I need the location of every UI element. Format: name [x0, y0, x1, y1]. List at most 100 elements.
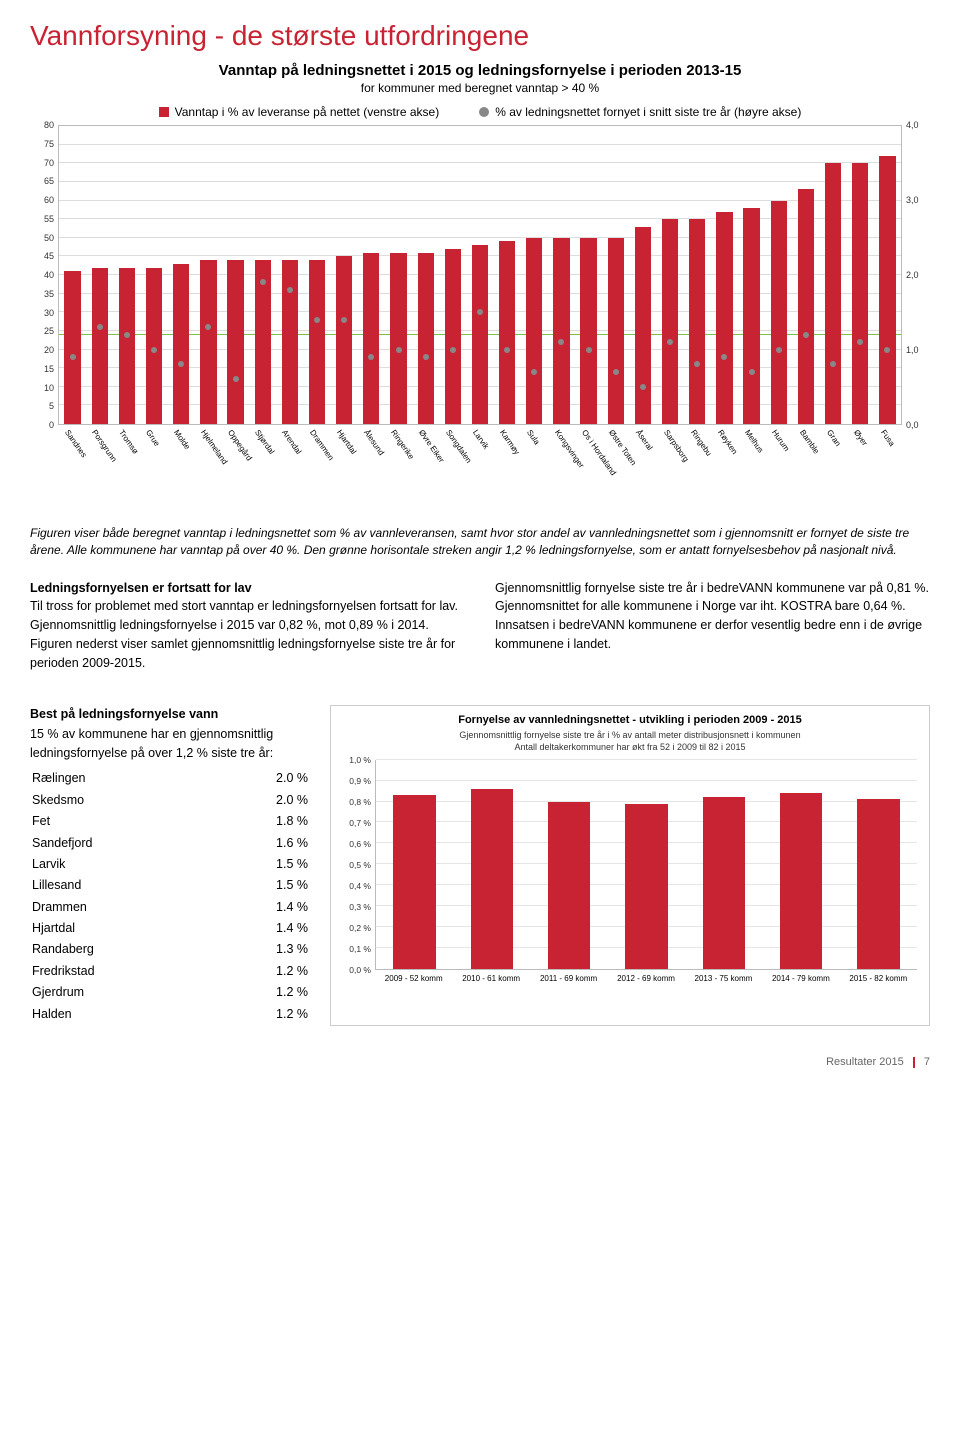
chart2-bar: [703, 797, 746, 968]
chart1-dot: [776, 347, 782, 353]
chart1-dot: [233, 376, 239, 382]
chart2-ytick: 0,2 %: [341, 923, 371, 933]
best-value: 1.8 %: [215, 812, 308, 831]
chart1-bar: [662, 219, 678, 424]
legend-bar-swatch: [159, 107, 169, 117]
chart1-dot: [830, 361, 836, 367]
chart1-bar: [689, 219, 705, 424]
best-value: 1.5 %: [215, 855, 308, 874]
footer-page: 7: [924, 1056, 930, 1068]
chart1-bar: [716, 212, 732, 424]
chart1-dot: [694, 361, 700, 367]
chart1-xlabel: Larvik: [471, 428, 491, 451]
legend-right-label: % av ledningsnettet fornyet i snitt sist…: [495, 105, 801, 119]
chart1-bar: [580, 238, 596, 424]
chart2-ytick: 0,8 %: [341, 797, 371, 807]
chart1-dot: [531, 369, 537, 375]
chart1-ytick-left: 40: [30, 270, 54, 280]
chart1-bar: [879, 156, 895, 424]
chart2-xaxis: 2009 - 52 komm2010 - 61 komm2011 - 69 ko…: [375, 970, 917, 990]
best-box: Best på ledningsfornyelse vann 15 % av k…: [30, 705, 310, 1026]
chart2-bar: [780, 793, 823, 969]
chart2-bar: [471, 789, 514, 969]
chart1-xlabel: Ringerike: [389, 428, 416, 461]
chart1-xlabel: Tromsø: [117, 428, 140, 455]
chart2-title: Fornyelse av vannledningsnettet - utvikl…: [339, 714, 921, 726]
chart1-bar: [282, 260, 298, 424]
chart2-ytick: 0,0 %: [341, 965, 371, 975]
chart1-bar: [608, 238, 624, 424]
chart1-bar: [472, 245, 488, 424]
chart1-dot: [667, 339, 673, 345]
best-name: Randaberg: [32, 940, 213, 959]
chart1-ytick-left: 25: [30, 326, 54, 336]
chart1-caption: Figuren viser både beregnet vanntap i le…: [30, 525, 930, 559]
chart1-dot: [450, 347, 456, 353]
chart1-ytick-left: 0: [30, 420, 54, 430]
chart1-ytick-left: 5: [30, 401, 54, 411]
chart2-ytick: 1,0 %: [341, 755, 371, 765]
best-row: Fet1.8 %: [32, 812, 308, 831]
chart1-xlabel: Hjartdal: [335, 428, 358, 456]
chart1-xlabel: Ålesund: [362, 428, 386, 457]
chart1-dot: [721, 354, 727, 360]
chart1-xlabel: Hurum: [770, 428, 791, 453]
chart1-bar: [798, 189, 814, 424]
best-value: 1.3 %: [215, 940, 308, 959]
legend-dot-swatch: [479, 107, 489, 117]
best-name: Skedsmo: [32, 791, 213, 810]
chart1-dot: [613, 369, 619, 375]
chart1-dot: [884, 347, 890, 353]
best-row: Fredrikstad1.2 %: [32, 962, 308, 981]
chart1-dot: [477, 309, 483, 315]
chart1-ytick-left: 75: [30, 139, 54, 149]
chart2-ytick: 0,7 %: [341, 818, 371, 828]
chart1-xlabel: Songdalen: [444, 428, 473, 465]
chart1-xlabel: Stjørdal: [253, 428, 276, 456]
best-name: Larvik: [32, 855, 213, 874]
chart1-bar: [309, 260, 325, 424]
best-value: 1.2 %: [215, 1005, 308, 1024]
best-name: Hjartdal: [32, 919, 213, 938]
chart1-dot: [640, 384, 646, 390]
title-rest: - de største utfordringene: [207, 20, 529, 51]
chart1-xlabel: Arendal: [280, 428, 303, 456]
chart1-xlabel: Åseral: [634, 428, 654, 452]
chart1-ytick-left: 15: [30, 364, 54, 374]
chart1-yaxis-left: 05101520253035404550556065707580: [30, 125, 58, 425]
chart1-ytick-left: 70: [30, 158, 54, 168]
page-footer: Resultater 2015 7: [30, 1056, 930, 1068]
chart1-bar: [445, 249, 461, 424]
legend-left-label: Vanntap i % av leveranse på nettet (vens…: [175, 105, 440, 119]
chart1-bar: [173, 264, 189, 424]
chart1-xlabel: Hjelmeland: [199, 428, 229, 466]
best-row: Randaberg1.3 %: [32, 940, 308, 959]
chart1-subtitle: Vanntap på ledningsnettet i 2015 og ledn…: [30, 62, 930, 79]
chart2-xlabel: 2009 - 52 komm: [385, 974, 443, 983]
chart1-xlabel: Oppegård: [226, 428, 254, 462]
chart2-ytick: 0,6 %: [341, 839, 371, 849]
chart1-bar: [825, 163, 841, 424]
best-intro: 15 % av kommunene har en gjennomsnittlig…: [30, 727, 273, 760]
legend-item-dots: % av ledningsnettet fornyet i snitt sist…: [479, 105, 801, 119]
chart1-xlabel: Øvre Eiker: [417, 428, 446, 464]
chart2-xlabel: 2010 - 61 komm: [462, 974, 520, 983]
chart1-bar: [119, 268, 135, 424]
best-value: 1.4 %: [215, 919, 308, 938]
best-row: Drammen1.4 %: [32, 898, 308, 917]
chart1-xlabel: Melhus: [743, 428, 765, 454]
best-row: Hjartdal1.4 %: [32, 919, 308, 938]
chart1-dot: [558, 339, 564, 345]
chart1-xlabel: Sula: [525, 428, 542, 446]
chart1-bar: [336, 256, 352, 424]
chart1-bar: [852, 163, 868, 424]
chart2-xlabel: 2012 - 69 komm: [617, 974, 675, 983]
chart1-legend: Vanntap i % av leveranse på nettet (vens…: [30, 105, 930, 119]
chart2-xlabel: 2014 - 79 komm: [772, 974, 830, 983]
best-row: Sandefjord1.6 %: [32, 834, 308, 853]
chart1-dot: [314, 317, 320, 323]
chart2-ytick: 0,1 %: [341, 944, 371, 954]
chart2-bar: [857, 799, 900, 968]
chart1-dot: [803, 332, 809, 338]
chart1-bar: [227, 260, 243, 424]
